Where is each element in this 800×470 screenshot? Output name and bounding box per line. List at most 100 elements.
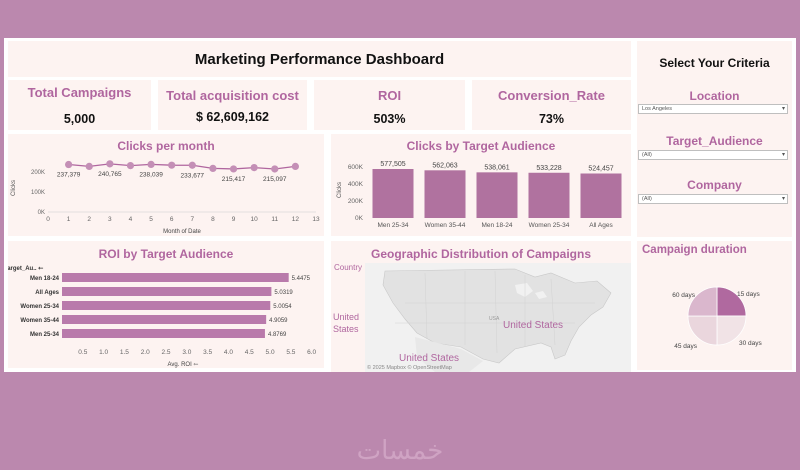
data-label: 215,097: [263, 176, 287, 183]
y-tick-label: 200K: [31, 170, 45, 176]
x-tick-label: 0.5: [78, 349, 87, 356]
watermark: خمسات: [356, 436, 444, 466]
x-tick-label: 4.0: [224, 349, 233, 356]
data-label: 237,379: [57, 172, 81, 179]
clicks-per-month-panel: Clicks per month 200K 100K 0K 0 1 2 3 4 5 6 7 8 9 10 1…: [8, 134, 324, 236]
kpi-label: Conversion_Rate: [498, 88, 605, 103]
slice-label: 15 days: [737, 291, 761, 298]
criteria-panel: Select Your Criteria Location Target_Aud…: [637, 41, 792, 237]
chart-title: ROI by Target Audience: [98, 247, 234, 261]
data-label: 240,765: [98, 171, 122, 178]
mexico-landmass: [415, 337, 483, 372]
slice-label: 30 days: [739, 340, 763, 347]
state-borders: [395, 270, 595, 354]
category-label: Women 25-34: [20, 304, 59, 310]
x-tick-label: Men 18-24: [481, 222, 512, 229]
data-point: [229, 165, 238, 173]
location-dropdown[interactable]: Los Angeles ▾: [638, 104, 788, 114]
data-point: [85, 162, 93, 170]
chart-title: Clicks by Target Audience: [406, 139, 556, 153]
x-tick-label: 5: [149, 216, 153, 223]
company-dropdown[interactable]: (All) ▾: [638, 194, 788, 204]
kpi-value: $ 62,609,162: [196, 110, 269, 124]
bar: [62, 301, 271, 310]
category-label: Men 25-34: [30, 332, 60, 338]
location-label: Location: [689, 89, 740, 103]
data-point: [250, 164, 258, 172]
pie-slice: [687, 286, 718, 317]
kpi-label: ROI: [377, 88, 402, 103]
data-point: [271, 165, 279, 173]
data-point: [168, 161, 176, 169]
category-label: All Ages: [35, 290, 59, 296]
chevron-down-icon: ▾: [781, 196, 785, 202]
pie-slice: [716, 315, 747, 346]
company-value: (All): [642, 196, 652, 202]
map-bottom-label: United States: [399, 353, 460, 364]
x-tick-label: 5.0: [266, 349, 275, 356]
x-tick-label: 13: [312, 216, 320, 223]
category-label: Women 35-44: [20, 318, 59, 324]
x-tick-label: 2.5: [162, 349, 171, 356]
roi-by-audience-panel: ROI by Target Audience Target_Au.. ⇽ Men …: [8, 241, 324, 368]
x-tick-label: 3.0: [182, 349, 191, 356]
y-axis-label: Clicks: [11, 180, 17, 196]
data-label: 215,417: [222, 176, 246, 183]
data-point: [147, 160, 155, 168]
pie-slice: [687, 315, 718, 346]
x-tick-label: 12: [292, 216, 300, 223]
kpi-value: 5,000: [63, 112, 96, 126]
data-point: [65, 160, 73, 169]
bar: [62, 315, 267, 324]
x-tick-label: 11: [271, 216, 278, 223]
bar-value-label: 562,063: [432, 162, 457, 169]
kpi-value: 73%: [538, 112, 565, 126]
x-tick-label: 4: [129, 216, 133, 223]
x-tick-label: 1.5: [120, 349, 129, 356]
chevron-down-icon: ▾: [781, 106, 785, 112]
x-tick-label: 5.5: [286, 349, 295, 356]
kpi-label: Total Campaigns: [27, 85, 132, 100]
y-tick-label: 200K: [348, 198, 364, 205]
target-audience-value: (All): [642, 152, 652, 158]
x-tick-label: 10: [251, 216, 259, 223]
target-audience-dropdown[interactable]: (All) ▾: [638, 150, 788, 160]
x-axis-label: Month of Date: [163, 229, 201, 235]
bar-value-label: 5.4475: [292, 276, 311, 282]
data-point: [188, 161, 196, 169]
x-tick-label: 6.0: [307, 349, 316, 356]
x-tick-label: 9: [232, 216, 236, 223]
kpi-label: Total acquisition cost: [166, 88, 299, 103]
slice-label: 60 days: [672, 292, 696, 299]
y-tick-label: 100K: [31, 190, 45, 196]
us-landmass: [382, 268, 612, 364]
x-axis-label: Avg. ROI ⇽: [168, 362, 199, 368]
x-tick-label: 1.0: [99, 349, 108, 356]
campaign-duration-pie: 15 days 30 days 45 days 60 days: [672, 286, 763, 350]
bar: [528, 172, 570, 218]
kpi-total-campaigns: Total Campaigns 5,000: [8, 80, 151, 130]
x-tick-label: All Ages: [589, 222, 613, 229]
x-tick-label: 7: [190, 216, 194, 223]
y-tick-label: 0K: [355, 215, 364, 222]
bar-value-label: 5.0054: [273, 304, 292, 310]
criteria-title: Select Your Criteria: [659, 56, 770, 70]
x-tick-label: Men 25-34: [377, 222, 408, 229]
y-tick-label: 400K: [348, 181, 364, 188]
bar-value-label: 4.8769: [268, 332, 287, 338]
bar: [62, 273, 289, 282]
x-tick-label: 2: [87, 216, 91, 223]
x-tick-label: 3: [108, 216, 112, 223]
title-panel: Marketing Performance Dashboard: [8, 41, 631, 77]
great-lakes: [515, 283, 547, 299]
bar-value-label: 5.0319: [274, 290, 293, 296]
y-axis-label: Clicks: [337, 182, 343, 198]
data-label: 238,039: [139, 171, 163, 178]
bar: [372, 168, 414, 218]
data-point: [209, 164, 217, 172]
slice-label: 45 days: [674, 343, 698, 350]
geo-map-panel: Geographic Distribution of Campaigns Cou…: [331, 241, 631, 372]
pie-slice: [716, 286, 747, 317]
us-map[interactable]: USA: [365, 263, 631, 372]
